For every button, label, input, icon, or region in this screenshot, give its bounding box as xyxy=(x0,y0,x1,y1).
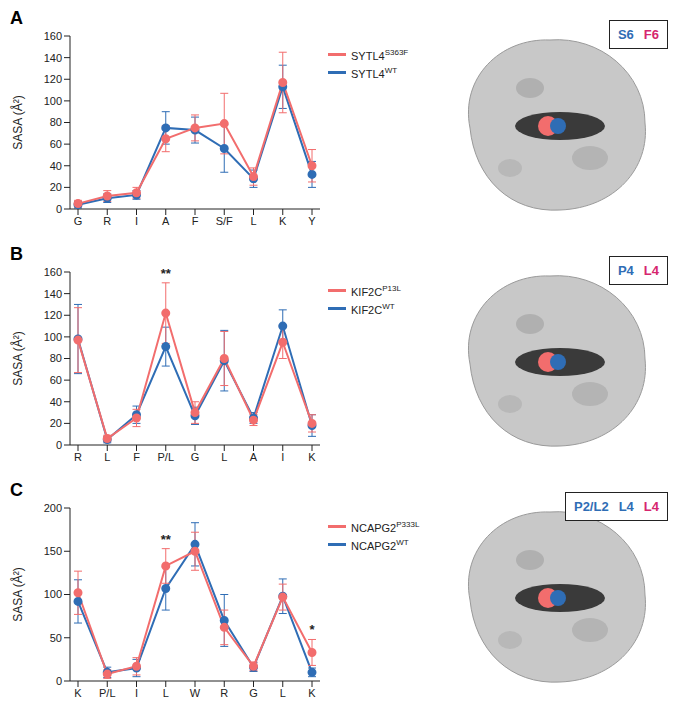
svg-text:*: * xyxy=(309,622,315,637)
svg-text:I: I xyxy=(135,687,138,699)
svg-text:80: 80 xyxy=(50,116,62,128)
html-text:NCAPG2WT: NCAPG2WT xyxy=(351,537,409,552)
svg-text:60: 60 xyxy=(50,138,62,150)
html-text:S6: S6 xyxy=(617,27,634,42)
svg-text:0: 0 xyxy=(56,439,62,451)
html-text:SYTL4S363F: SYTL4S363F xyxy=(351,48,409,62)
svg-text:**: ** xyxy=(161,266,172,281)
svg-text:100: 100 xyxy=(44,588,62,600)
svg-text:K: K xyxy=(308,451,316,463)
svg-text:G: G xyxy=(249,687,258,699)
svg-text:0: 0 xyxy=(56,675,62,687)
svg-text:50: 50 xyxy=(50,632,62,644)
svg-text:P/L: P/L xyxy=(99,687,116,699)
html-text:NCAPG2P333L: NCAPG2P333L xyxy=(351,520,420,534)
svg-text:R: R xyxy=(74,451,82,463)
svg-text:80: 80 xyxy=(50,352,62,364)
svg-text:G: G xyxy=(191,451,200,463)
svg-text:120: 120 xyxy=(44,73,62,85)
svg-text:W: W xyxy=(190,687,201,699)
svg-text:SASA (Å²): SASA (Å²) xyxy=(10,95,25,150)
svg-text:Y: Y xyxy=(308,215,316,227)
svg-text:F: F xyxy=(192,215,199,227)
svg-text:A: A xyxy=(162,215,170,227)
html-text:KIF2CP13L: KIF2CP13L xyxy=(351,284,401,298)
html-text:F6: F6 xyxy=(643,27,659,42)
svg-text:140: 140 xyxy=(44,52,62,64)
svg-text:F: F xyxy=(133,451,140,463)
svg-text:20: 20 xyxy=(50,181,62,193)
svg-text:G: G xyxy=(74,215,83,227)
svg-text:L: L xyxy=(250,215,256,227)
svg-text:SASA (Å²): SASA (Å²) xyxy=(10,567,25,622)
html-text:B: B xyxy=(10,244,23,264)
svg-text:160: 160 xyxy=(44,266,62,278)
svg-text:200: 200 xyxy=(44,502,62,514)
svg-text:0: 0 xyxy=(56,203,62,215)
svg-text:**: ** xyxy=(161,532,172,547)
svg-text:SASA (Å²): SASA (Å²) xyxy=(10,331,25,386)
svg-text:A: A xyxy=(250,451,258,463)
html-text:C: C xyxy=(10,480,23,500)
svg-text:40: 40 xyxy=(50,396,62,408)
svg-text:150: 150 xyxy=(44,545,62,557)
svg-text:160: 160 xyxy=(44,30,62,42)
svg-text:I: I xyxy=(135,215,138,227)
svg-text:R: R xyxy=(220,687,228,699)
svg-text:K: K xyxy=(308,687,316,699)
html-text:KIF2CWT: KIF2CWT xyxy=(351,301,395,316)
svg-text:S/F: S/F xyxy=(216,215,233,227)
svg-text:20: 20 xyxy=(50,417,62,429)
svg-text:100: 100 xyxy=(44,95,62,107)
svg-text:I: I xyxy=(281,451,284,463)
svg-text:60: 60 xyxy=(50,374,62,386)
svg-text:L: L xyxy=(163,687,169,699)
svg-text:40: 40 xyxy=(50,160,62,172)
html-text:SYTL4WT: SYTL4WT xyxy=(351,65,398,80)
html-text:L4: L4 xyxy=(643,263,659,278)
svg-text:K: K xyxy=(74,687,82,699)
html-text:L4: L4 xyxy=(618,499,634,514)
html-text:P4: P4 xyxy=(617,263,634,278)
svg-text:K: K xyxy=(279,215,287,227)
html-text:P2/L2: P2/L2 xyxy=(574,499,609,514)
svg-text:120: 120 xyxy=(44,309,62,321)
svg-text:L: L xyxy=(280,687,286,699)
svg-text:L: L xyxy=(221,451,227,463)
html-text:L4: L4 xyxy=(643,499,659,514)
svg-text:P/L: P/L xyxy=(157,451,174,463)
svg-text:R: R xyxy=(103,215,111,227)
svg-text:100: 100 xyxy=(44,331,62,343)
svg-text:140: 140 xyxy=(44,288,62,300)
svg-text:L: L xyxy=(104,451,110,463)
html-text:A: A xyxy=(10,8,23,28)
